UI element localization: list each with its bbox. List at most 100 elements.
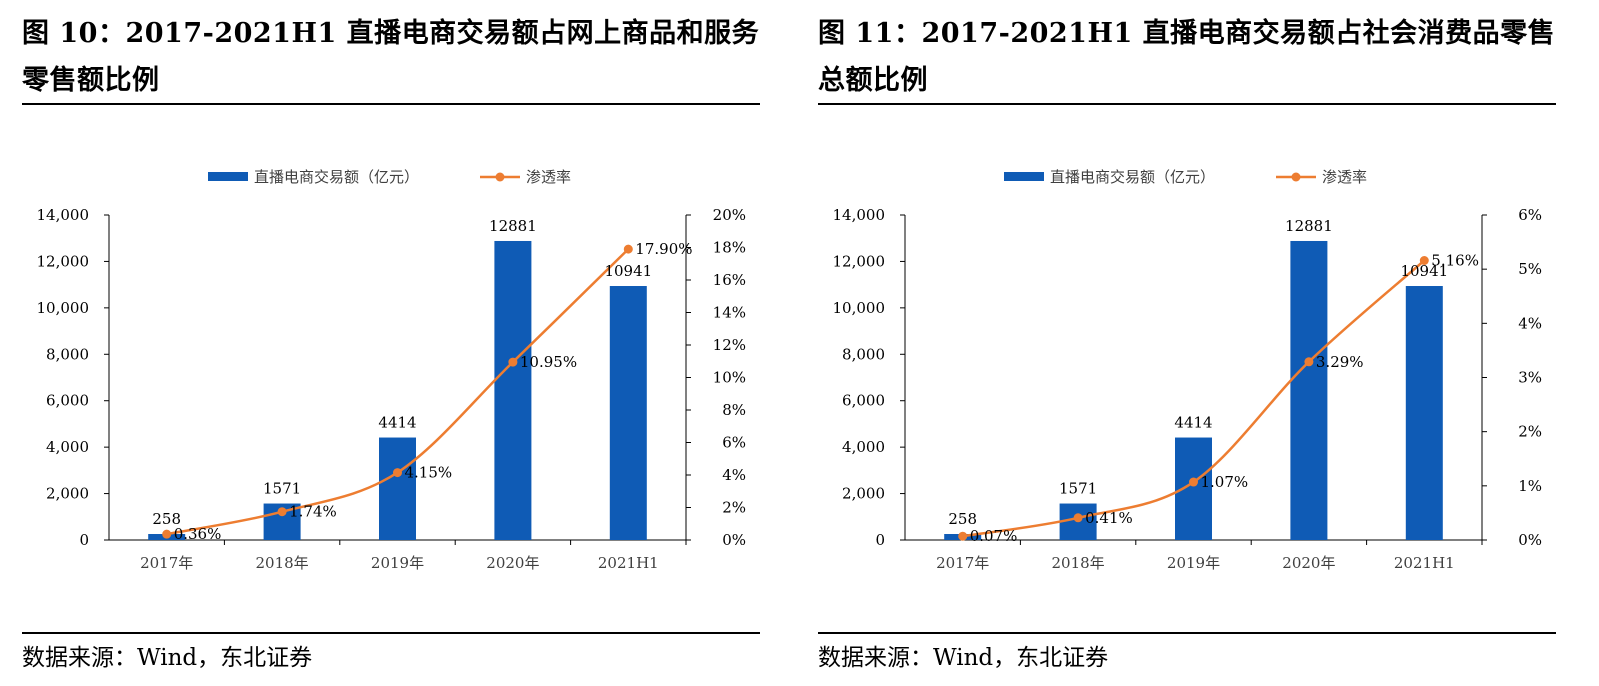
bar [1290,240,1328,540]
y-right-tick-label: 2% [722,499,746,517]
y-right-tick-label: 3% [1518,369,1542,387]
penetration-line [166,248,630,536]
bar-data-label: 1571 [1059,480,1097,498]
x-tick-label: 2017年 [936,554,989,572]
figure-source: 数据来源：Wind，东北证券 [22,645,313,671]
penetration-line [962,259,1426,538]
x-tick-label: 2019年 [371,554,424,572]
y-right-tick-label: 14% [713,304,746,322]
bar-data-label: 4414 [378,414,416,432]
y-left-tick-label: 10,000 [833,299,886,317]
y-left-tick-label: 4,000 [842,438,885,456]
y-left-tick-label: 4,000 [46,438,89,456]
chart-11: 直播电商交易额（亿元） 渗透率 0 2,000 4,000 6,000 8,000 10,00… [833,168,1543,572]
legend-bar-label: 直播电商交易额（亿元） [254,168,419,186]
y-left-tick-label: 12,000 [37,252,90,270]
bar [494,240,532,540]
penetration-marker [1419,256,1429,265]
y-left-tick-label: 10,000 [37,299,90,317]
y-right-tick-label: 1% [1518,477,1542,495]
bar [1405,286,1443,540]
y-right-tick-label: 0% [722,531,746,549]
bar-data-label: 258 [152,510,181,528]
legend-line-marker [1291,172,1301,182]
legend-line-label: 渗透率 [526,168,571,186]
line-data-label: 1.07% [1201,473,1249,491]
penetration-marker [393,468,402,478]
line-data-label: 0.41% [1085,509,1133,527]
bar-data-label: 12881 [489,217,537,235]
y-left-tick-label: 6,000 [842,392,885,410]
x-tick-label: 2020年 [1282,554,1335,572]
line-data-label: 17.90% [635,240,692,258]
penetration-marker [623,244,633,254]
x-tick-label: 2018年 [256,554,309,572]
line-data-label: 3.29% [1316,353,1364,371]
penetration-marker [958,531,968,541]
figure-source: 数据来源：Wind，东北证券 [818,645,1109,671]
y-right-tick-label: 5% [1518,260,1542,278]
legend-bar-swatch [1004,172,1044,181]
y-left-tick-label: 14,000 [833,206,886,224]
line-data-label: 0.36% [174,525,222,543]
figure-10-panel: 图 10：2017-2021H1 直播电商交易额占网上商品和服务零售额比例 直播… [22,0,762,686]
penetration-marker [277,507,287,517]
line-data-label: 5.16% [1431,252,1479,270]
bar-data-label: 10941 [604,262,652,280]
figure-11-panel: 图 11：2017-2021H1 直播电商交易额占社会消费品零售总额比例 直播电… [818,0,1558,686]
y-right-tick-label: 16% [713,271,746,289]
bar-data-label: 1571 [263,480,301,498]
x-tick-label: 2021H1 [598,554,659,572]
y-right-tick-label: 2% [1518,423,1542,441]
title-rule [22,103,760,105]
x-tick-label: 2017年 [140,554,193,572]
x-tick-label: 2018年 [1052,554,1105,572]
y-left-tick-label: 2,000 [842,485,885,503]
legend-bar-label: 直播电商交易额（亿元） [1050,168,1215,186]
y-left-tick-label: 14,000 [37,206,90,224]
figure-title: 图 11：2017-2021H1 直播电商交易额占社会消费品零售总额比例 [818,18,1556,96]
source-rule [22,632,760,634]
legend-line-marker [495,172,505,182]
y-left-tick-label: 8,000 [46,345,89,363]
y-right-tick-label: 6% [722,434,746,452]
y-right-tick-label: 18% [713,239,746,257]
penetration-marker [162,529,172,539]
bar-data-label: 258 [948,510,977,528]
x-tick-label: 2019年 [1167,554,1220,572]
y-right-tick-label: 8% [722,401,746,419]
chart-10: 直播电商交易额（亿元） 渗透率 0 2,000 4,000 6,000 8,000 10,00… [37,168,747,572]
y-right-tick-label: 0% [1518,531,1542,549]
y-right-tick-label: 12% [713,336,746,354]
legend-line-label: 渗透率 [1322,168,1367,186]
line-data-label: 4.15% [405,464,453,482]
bar [609,286,647,540]
x-tick-label: 2020年 [486,554,539,572]
line-data-label: 10.95% [520,353,577,371]
y-right-tick-label: 20% [713,206,746,224]
y-left-tick-label: 8,000 [842,345,885,363]
y-left-tick-label: 2,000 [46,485,89,503]
y-left-tick-label: 0 [875,531,885,549]
bar [379,437,416,540]
y-right-tick-label: 4% [1518,314,1542,332]
penetration-marker [1189,477,1198,487]
title-rule [818,103,1556,105]
y-left-tick-label: 0 [79,531,89,549]
penetration-marker [508,357,518,367]
bar-data-label: 4414 [1174,414,1212,432]
y-right-tick-label: 6% [1518,206,1542,224]
bar-data-label: 12881 [1285,217,1333,235]
x-tick-label: 2021H1 [1394,554,1455,572]
figure-title: 图 10：2017-2021H1 直播电商交易额占网上商品和服务零售额比例 [22,18,760,96]
line-data-label: 0.07% [970,527,1018,545]
bar-data-label: 10941 [1400,262,1448,280]
y-right-tick-label: 10% [713,369,746,387]
line-data-label: 1.74% [289,503,337,521]
legend-bar-swatch [208,172,248,181]
source-rule [818,632,1556,634]
y-right-tick-label: 4% [722,466,746,484]
y-left-tick-label: 6,000 [46,392,89,410]
y-left-tick-label: 12,000 [833,252,886,270]
penetration-marker [1304,357,1314,367]
